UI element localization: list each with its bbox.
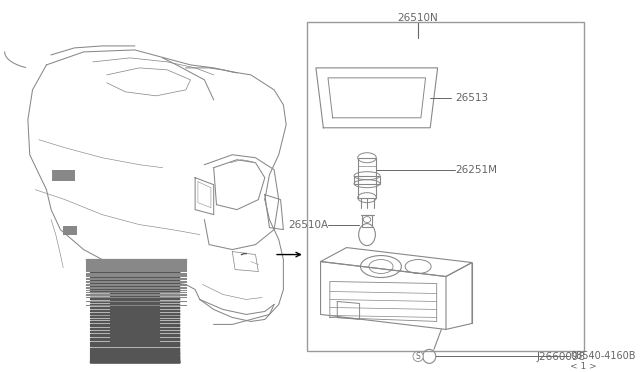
Bar [362, 215, 372, 227]
Text: 26510A: 26510A [288, 219, 328, 230]
Text: J2660098: J2660098 [536, 352, 586, 362]
Text: 26510N: 26510N [397, 13, 438, 23]
Bar [358, 158, 376, 198]
Text: 08540-4160B: 08540-4160B [570, 352, 636, 361]
Text: 26251M: 26251M [455, 165, 497, 175]
Text: 26513: 26513 [455, 93, 488, 103]
Text: < 1 >: < 1 > [570, 362, 597, 371]
Text: S: S [416, 352, 420, 361]
Bar [307, 22, 584, 352]
Bar [354, 176, 380, 184]
